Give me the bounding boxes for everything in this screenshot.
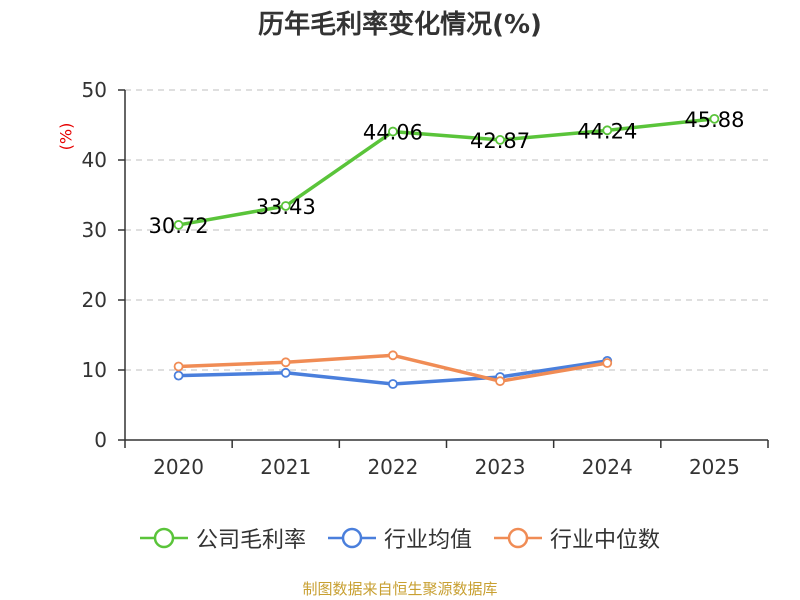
data-label: 45.88 [684, 108, 744, 132]
data-point [388, 350, 398, 361]
x-tick-label: 2024 [582, 455, 633, 479]
data-point [602, 358, 613, 368]
y-tick-label: 20 [82, 288, 107, 312]
series-lines [173, 113, 720, 389]
legend-line-marker-icon [139, 527, 188, 549]
data-label: 33.43 [256, 195, 316, 219]
data-point [173, 370, 184, 381]
y-tick-label: 10 [82, 358, 107, 382]
grid-lines [125, 89, 768, 371]
x-tick-label: 2025 [689, 455, 740, 479]
legend-item-company[interactable]: 公司毛利率 [139, 522, 306, 554]
y-tick-label: 0 [94, 428, 107, 452]
legend-item-industry-median[interactable]: 行业中位数 [494, 522, 660, 554]
data-label: 42.87 [470, 129, 530, 153]
legend-label-industry-median: 行业中位数 [550, 528, 661, 553]
data-point [602, 125, 613, 136]
y-tick-label: 30 [82, 218, 107, 242]
data-point [388, 379, 398, 389]
legend: 公司毛利率 行业均值 行业中位数 [0, 522, 800, 554]
data-point [173, 361, 184, 372]
axes: 0 10 20 30 40 50 2020 2021 2022 2023 2024 2025 [82, 78, 769, 479]
data-label: 30.72 [149, 214, 209, 238]
data-point [280, 367, 291, 378]
data-point [173, 220, 184, 230]
data-point [280, 357, 291, 368]
data-label: 44.24 [577, 119, 637, 143]
x-tick-label: 2020 [153, 455, 204, 479]
source-note: 制图数据来自恒生聚源数据库 [302, 580, 498, 598]
data-labels: 30.72 33.43 44.06 42.87 44.24 45.88 [149, 108, 745, 238]
data-label: 44.06 [363, 121, 423, 145]
x-tick-label: 2022 [367, 455, 418, 479]
data-point [495, 376, 505, 387]
legend-item-industry-average[interactable]: 行业均值 [327, 522, 472, 554]
data-point [495, 135, 505, 145]
y-tick-label: 40 [82, 148, 107, 172]
y-tick-label: 50 [82, 78, 107, 102]
legend-line-marker-icon [327, 527, 376, 549]
data-point [709, 113, 720, 124]
legend-line-marker-icon [494, 527, 542, 549]
series-line [178, 117, 715, 227]
data-point [388, 126, 398, 137]
chart-title: 历年毛利率变化情况(%) [258, 10, 542, 40]
x-tick-label: 2023 [475, 455, 526, 479]
legend-label-company: 公司毛利率 [195, 528, 306, 553]
legend-label-industry-average: 行业均值 [383, 528, 472, 553]
x-tick-label: 2021 [260, 455, 311, 479]
data-point [280, 201, 291, 211]
